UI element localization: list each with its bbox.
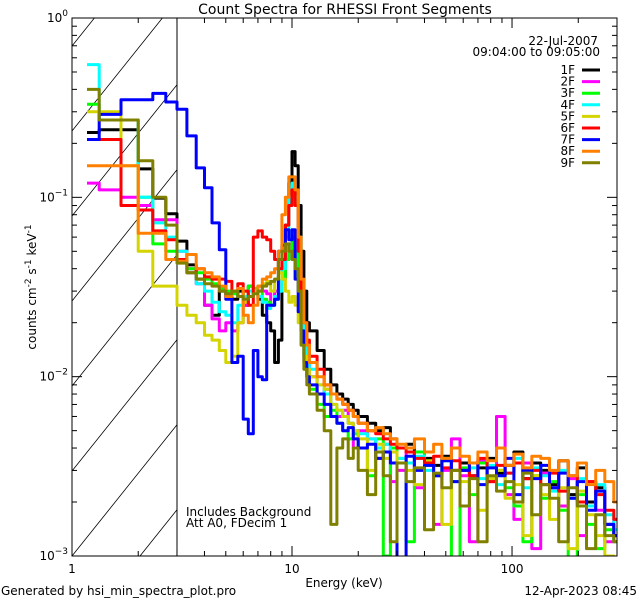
x-tick-label: 1: [68, 562, 76, 576]
legend-label-7F: 7F: [560, 133, 575, 147]
hatch-line: [139, 509, 178, 557]
series-line-9F: [87, 87, 617, 551]
y-tick-label: 10−3: [39, 547, 68, 563]
hatch-line: [71, 339, 178, 472]
series-line-7F: [87, 91, 617, 556]
plot-frame: [71, 17, 618, 557]
legend-label-5F: 5F: [560, 109, 575, 123]
date-label: 22-Jul-2007: [528, 34, 598, 48]
hatch-line: [71, 17, 95, 47]
x-axis-label: Energy (keV): [305, 576, 382, 590]
annotation-attenuator: Att A0, FDecim 1: [186, 516, 287, 530]
time-range-label: 09:04:00 to 09:05:00: [473, 45, 600, 59]
legend-label-8F: 8F: [560, 144, 575, 158]
hatch-line: [71, 254, 178, 387]
hatch-line: [71, 84, 178, 217]
legend-label-6F: 6F: [560, 121, 575, 135]
x-tick-label: 10: [284, 562, 299, 576]
series-line-3F: [87, 102, 617, 556]
legend-label-1F: 1F: [560, 63, 575, 77]
series-line-5F: [87, 110, 616, 556]
hatch-line: [71, 424, 178, 557]
y-tick-label: 100: [47, 9, 68, 25]
x-tick-label: 100: [501, 562, 524, 576]
y-axis-label: counts cm-2 s-1 keV-1: [24, 224, 39, 349]
annotation-background: Includes Background: [186, 505, 311, 519]
hatch-line: [71, 169, 178, 302]
series-line-4F: [87, 63, 617, 532]
legend-label-9F: 9F: [560, 156, 575, 170]
footer-timestamp: 12-Apr-2023 08:45: [524, 584, 637, 598]
y-tick-label: 10−2: [39, 368, 68, 384]
footer-generated-by: Generated by hsi_min_spectra_plot.pro: [1, 584, 236, 598]
y-tick-label: 10−1: [39, 188, 68, 204]
legend-label-2F: 2F: [560, 75, 575, 89]
legend-label-4F: 4F: [560, 98, 575, 112]
chart-title: Count Spectra for RHESSI Front Segments: [198, 2, 492, 18]
legend-label-3F: 3F: [560, 86, 575, 100]
